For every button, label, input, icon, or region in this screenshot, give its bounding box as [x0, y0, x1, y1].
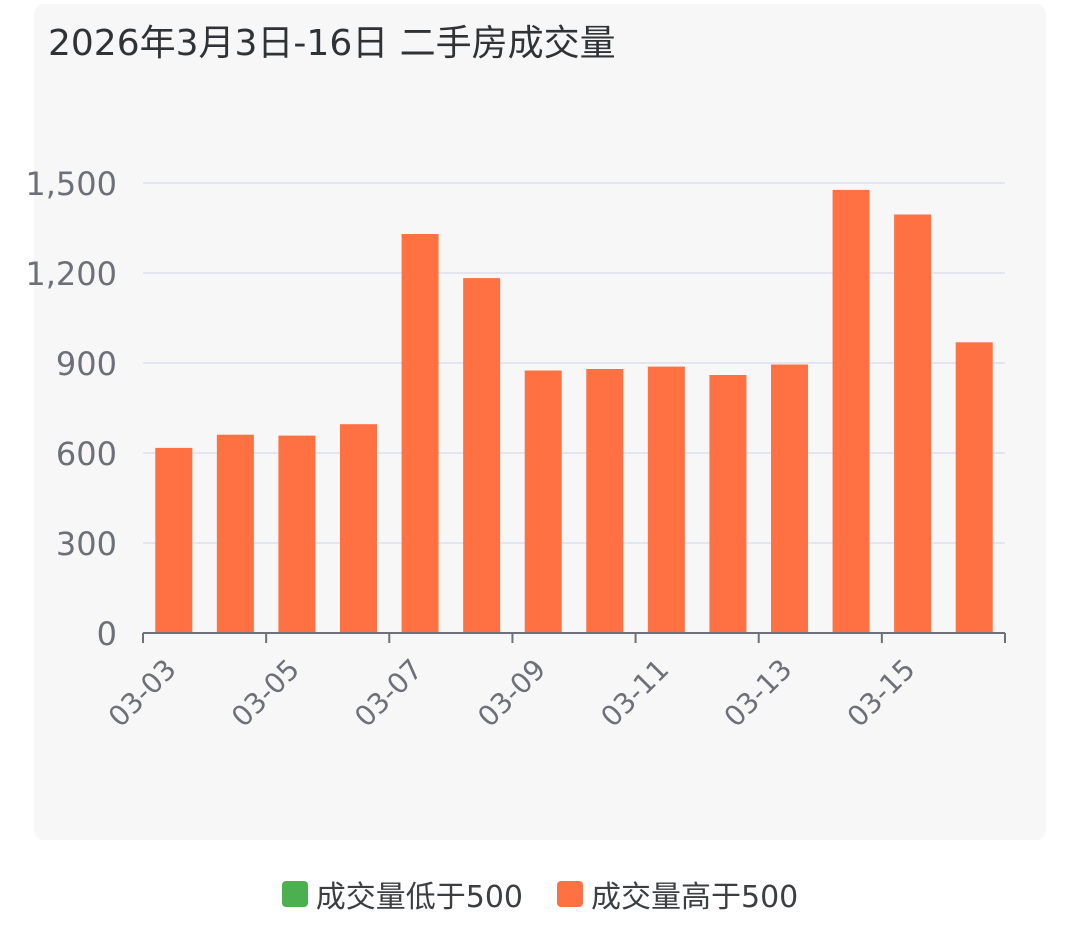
bar-03-10: [586, 369, 624, 633]
y-tick-label: 900: [56, 345, 117, 383]
bar-03-06: [340, 424, 377, 633]
legend-item-high[interactable]: 成交量高于500: [557, 872, 798, 916]
bar-03-05: [278, 435, 316, 633]
bar-03-07: [401, 234, 439, 633]
legend-item-low[interactable]: 成交量低于500: [281, 872, 523, 916]
bar-03-04: [216, 434, 254, 633]
bar-03-11: [647, 366, 685, 633]
x-tick-label: 03-07: [348, 653, 429, 734]
x-tick-label: 03-05: [225, 653, 306, 734]
y-tick-label: 1,500: [25, 165, 117, 203]
bar-03-08: [463, 278, 501, 633]
y-tick-label: 1,200: [25, 255, 117, 293]
x-tick-label: 03-13: [718, 653, 799, 734]
bar-03-12: [709, 375, 747, 633]
legend-label-high: 成交量高于500: [591, 880, 799, 915]
y-tick-label: 0: [97, 615, 117, 653]
legend-swatch-high: [557, 881, 583, 907]
bar-03-09: [524, 370, 562, 633]
chart-legend: 成交量低于500 成交量高于500: [0, 872, 1080, 916]
bar-03-13: [771, 364, 808, 633]
bar-03-14: [832, 189, 870, 633]
bar-03-15: [894, 214, 932, 633]
legend-swatch-low: [281, 881, 308, 907]
x-tick-label: 03-03: [102, 653, 183, 734]
x-tick-label: 03-11: [594, 653, 675, 734]
x-tick-label: 03-15: [841, 653, 922, 734]
bar-03-16: [955, 342, 993, 633]
bar-03-03: [155, 447, 193, 633]
chart-title: 2026年3月3日-16日 二手房成交量: [48, 23, 616, 64]
y-tick-label: 600: [56, 435, 117, 473]
y-tick-label: 300: [56, 525, 117, 563]
x-tick-label: 03-09: [471, 653, 552, 734]
legend-label-low: 成交量低于500: [315, 880, 523, 915]
